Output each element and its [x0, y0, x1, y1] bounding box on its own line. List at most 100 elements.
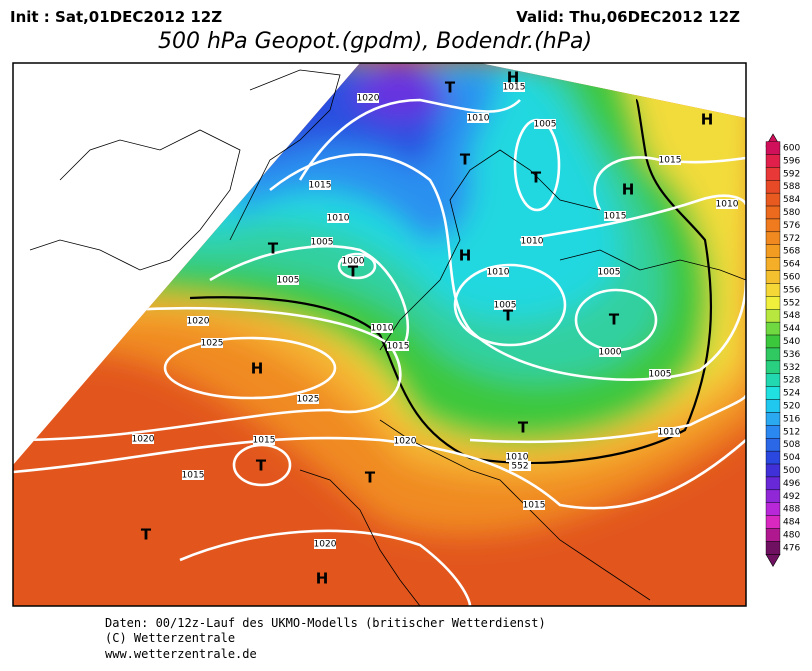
scale-swatch — [765, 167, 781, 181]
scale-swatch — [765, 205, 781, 220]
isobar-label-bg — [494, 300, 516, 310]
isobar-label-bg — [297, 394, 319, 404]
isobar-label: 1015 — [523, 501, 546, 511]
coastlines — [29, 69, 747, 607]
scale-label: 480 — [783, 531, 800, 541]
scale-swatch — [765, 283, 781, 297]
isobar-label: 1005 — [311, 238, 334, 248]
isobar-label: 1015 — [253, 436, 276, 446]
isobar-label: 1015 — [182, 471, 205, 481]
isobar-label-bg — [506, 452, 528, 462]
scale-swatch — [765, 412, 781, 426]
scale-label: 564 — [783, 260, 800, 270]
pressure-system: H — [251, 360, 264, 378]
isobar-label-bg — [534, 119, 556, 129]
isobar-label-bg — [487, 267, 509, 277]
scale-swatch — [765, 528, 781, 542]
footer-source: Daten: 00/12z-Lauf des UKMO-Modells (bri… — [105, 616, 546, 630]
map: 1020 1015 1010 1005 1015 1010 1015 1010 1005 1000… — [12, 62, 747, 607]
scale-label: 496 — [783, 479, 800, 489]
isobar-label-bg — [467, 113, 489, 123]
valid-time: Valid: Thu,06DEC2012 12Z — [516, 8, 740, 26]
scale-swatch — [765, 244, 781, 258]
scale-label: 552 — [783, 298, 800, 308]
scale-label: 556 — [783, 285, 800, 295]
scale-swatch — [765, 450, 781, 465]
pressure-system: T — [503, 307, 514, 325]
scale-swatch — [765, 309, 781, 323]
scale-label: 544 — [783, 324, 800, 334]
scale-label: 576 — [783, 221, 800, 231]
isobar-label: 1000 — [599, 348, 622, 358]
scale-label: 536 — [783, 350, 800, 360]
scale-label: 588 — [783, 182, 800, 192]
isobar-label: 552 — [511, 462, 528, 472]
scale-swatch — [765, 347, 781, 362]
isobar-label-bg — [277, 275, 299, 285]
map-frame — [12, 62, 747, 607]
scale-swatch — [765, 515, 781, 529]
isobar-label-bg — [201, 338, 223, 348]
isobar-label: 1015 — [309, 181, 332, 191]
scale-label: 572 — [783, 234, 800, 244]
scale-label: 508 — [783, 440, 800, 450]
scale-swatch — [765, 270, 781, 284]
isobar-label-bg — [342, 256, 364, 266]
isobar-label: 1000 — [342, 257, 365, 267]
isobar-label: 1020 — [357, 94, 380, 104]
isobar-label: 1005 — [598, 268, 621, 278]
scale-swatch — [765, 192, 781, 207]
scale-swatch — [765, 231, 781, 245]
scale-label: 500 — [783, 466, 800, 476]
isobar-label-bg — [509, 461, 531, 471]
pressure-system: T — [531, 169, 542, 187]
map-title: 500 hPa Geopot.(gpdm), Bodendr.(hPa) — [158, 29, 592, 54]
contour-552 — [189, 98, 713, 465]
isobar-label: 1015 — [604, 212, 627, 222]
scale-label: 520 — [783, 402, 800, 412]
isobar-label-bg — [187, 316, 209, 326]
isobar-label: 1020 — [187, 317, 210, 327]
scale-label: 584 — [783, 195, 800, 205]
isobar-label: 1010 — [716, 200, 739, 210]
pressure-system: H — [459, 247, 472, 265]
scale-label: 512 — [783, 427, 800, 437]
pressure-system: T — [365, 469, 376, 487]
footer-copyright: (C) Wetterzentrale — [105, 631, 235, 645]
scale-swatch — [765, 541, 781, 555]
scale-swatch — [765, 399, 781, 413]
isobar-label-bg — [182, 470, 204, 480]
scale-swatch — [765, 257, 781, 271]
isobar-label-bg — [604, 211, 626, 221]
scale-label: 524 — [783, 389, 800, 399]
isobar-label-bg — [314, 539, 336, 549]
scale-swatch — [765, 476, 781, 491]
scale-label: 516 — [783, 414, 800, 424]
isobar-label: 1005 — [534, 120, 557, 130]
isobar-label-bg — [253, 435, 275, 445]
isobar-label: 1010 — [467, 114, 490, 124]
isobar-label-bg — [658, 427, 680, 437]
isobar-label-bg — [309, 180, 331, 190]
isobar-label-bg — [387, 341, 409, 351]
isobar-label-bg — [503, 82, 525, 92]
isobar-label: 1020 — [132, 435, 155, 445]
scale-label: 532 — [783, 363, 800, 373]
pressure-system: T — [348, 263, 359, 281]
scale-label: 592 — [783, 169, 800, 179]
isobar-label-bg — [394, 436, 416, 446]
scale-label: 580 — [783, 208, 800, 218]
scale-swatch — [765, 154, 781, 168]
scale-label: 488 — [783, 505, 800, 515]
scale-swatch — [765, 321, 781, 336]
scale-swatch — [765, 360, 781, 374]
scale-swatch — [765, 218, 781, 233]
scale-label: 476 — [783, 543, 800, 553]
scale-swatch — [765, 489, 781, 503]
scale-swatch — [765, 425, 781, 439]
isobar-label-bg — [599, 347, 621, 357]
scale-swatch — [765, 180, 781, 194]
scale-label: 596 — [783, 156, 800, 166]
color-scale: 600 596 592 588 584 580 576 572 568 564 560 556 552 5… — [765, 133, 800, 567]
isobar-label-bg — [649, 369, 671, 379]
